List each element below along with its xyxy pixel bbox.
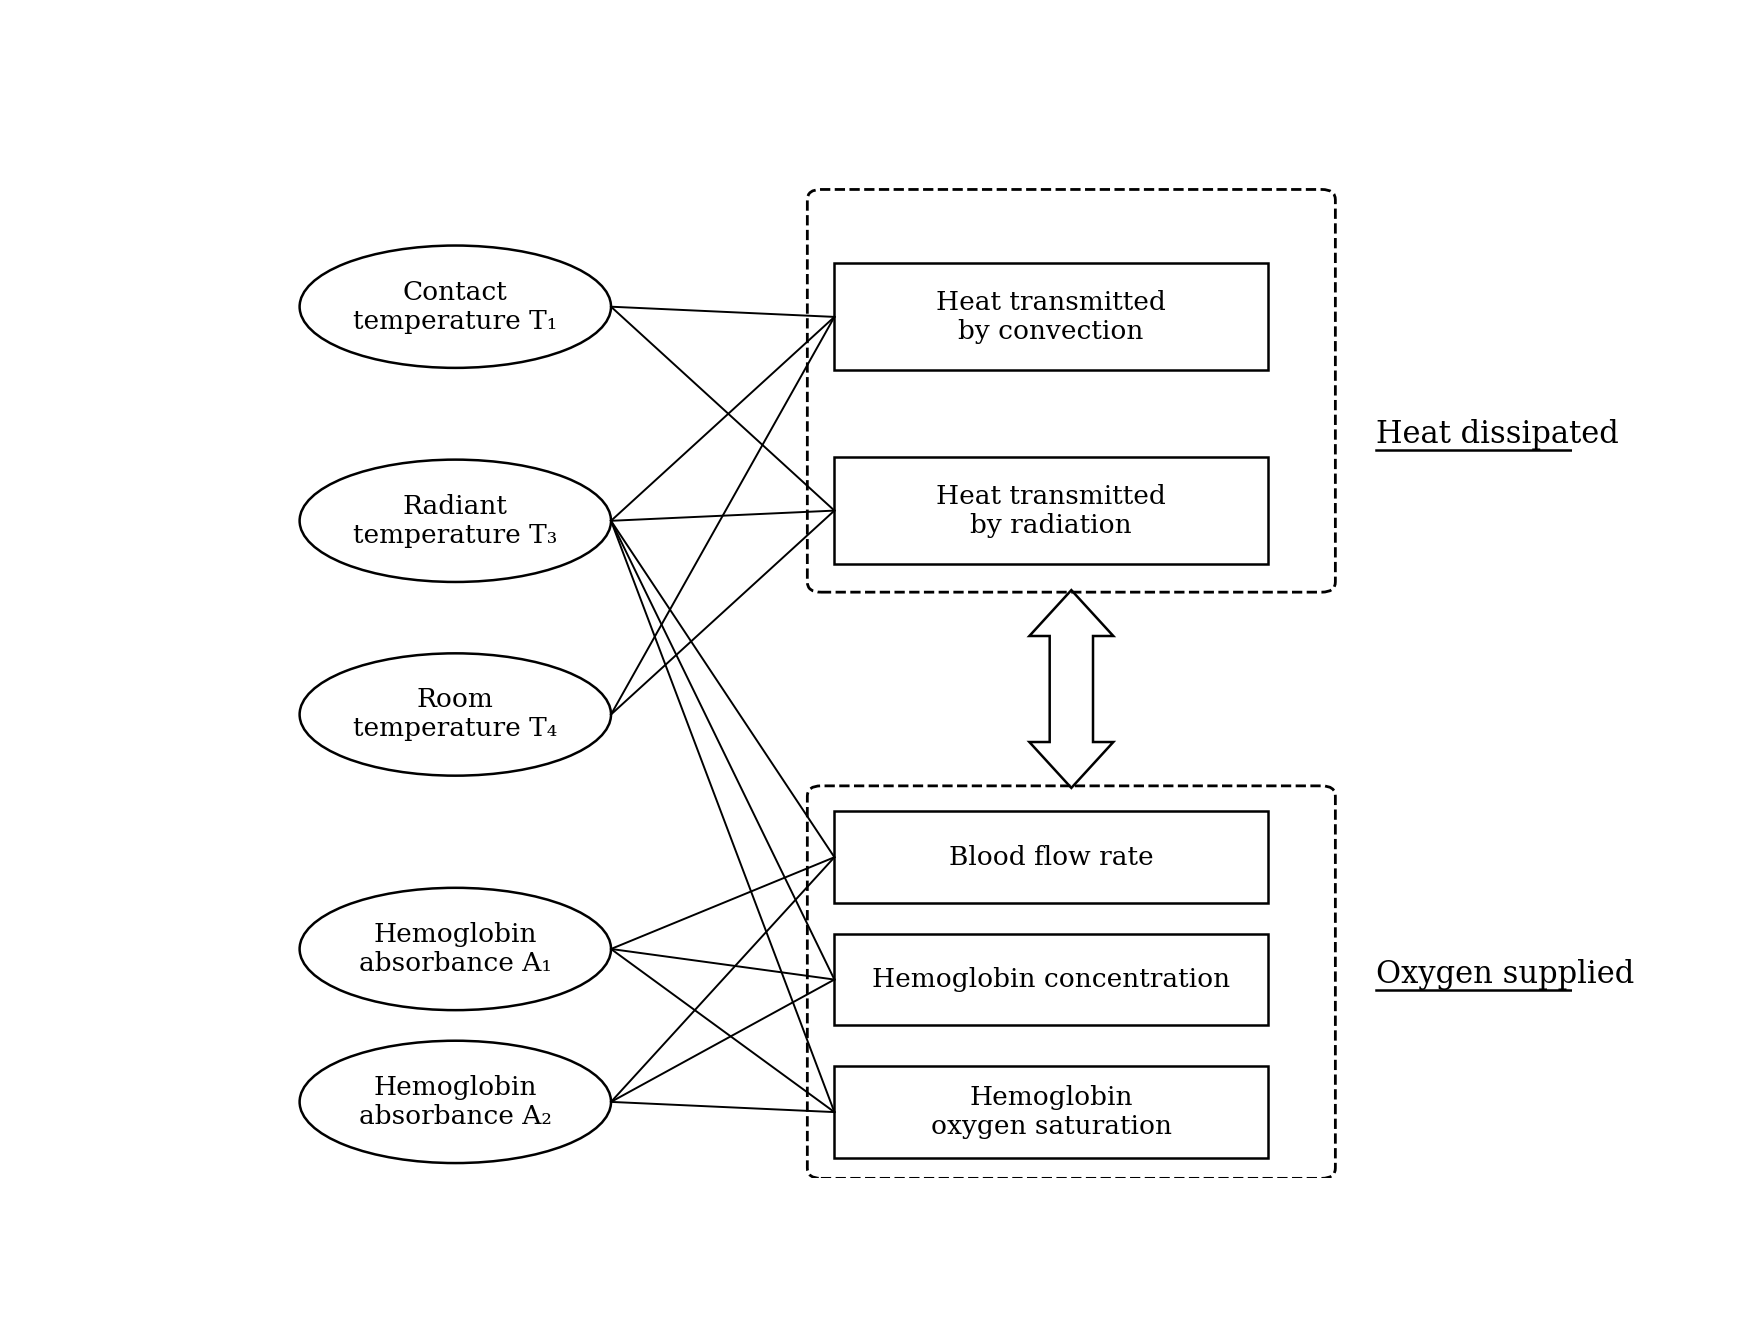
Text: Blood flow rate: Blood flow rate	[949, 845, 1153, 870]
Text: Radiant
temperature T₃: Radiant temperature T₃	[353, 494, 557, 548]
Text: Heat dissipated: Heat dissipated	[1377, 418, 1619, 450]
Text: Contact
temperature T₁: Contact temperature T₁	[353, 279, 557, 334]
Bar	[835, 263, 1268, 371]
Text: Hemoglobin
oxygen saturation: Hemoglobin oxygen saturation	[931, 1086, 1172, 1139]
Text: Oxygen supplied: Oxygen supplied	[1377, 959, 1633, 990]
Text: Hemoglobin
absorbance A₁: Hemoglobin absorbance A₁	[358, 922, 552, 976]
Text: Heat transmitted
by radiation: Heat transmitted by radiation	[936, 483, 1165, 538]
Bar	[835, 933, 1268, 1025]
Text: Room
temperature T₄: Room temperature T₄	[353, 687, 557, 741]
Text: Hemoglobin concentration: Hemoglobin concentration	[872, 967, 1230, 992]
Text: Heat transmitted
by convection: Heat transmitted by convection	[936, 290, 1165, 344]
Bar	[835, 457, 1268, 564]
Bar	[835, 1066, 1268, 1158]
Text: Hemoglobin
absorbance A₂: Hemoglobin absorbance A₂	[358, 1075, 552, 1129]
Bar	[835, 812, 1268, 903]
